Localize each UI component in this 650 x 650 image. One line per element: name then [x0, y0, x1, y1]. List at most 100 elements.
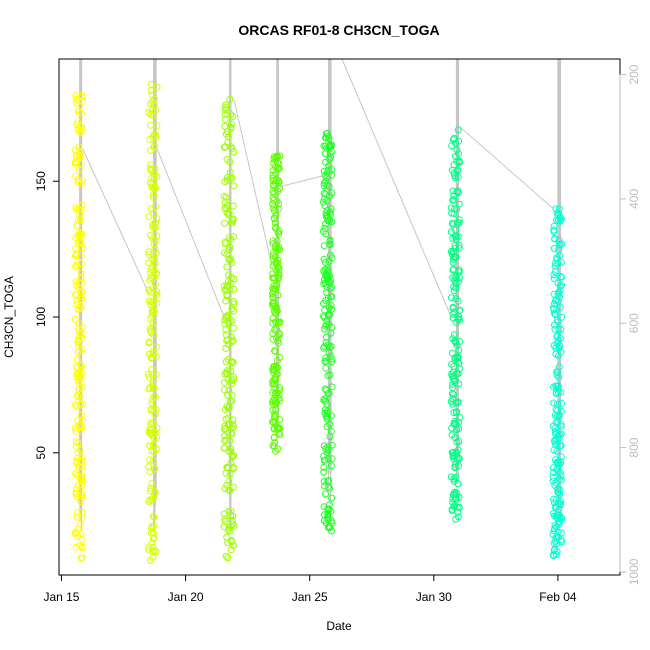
y2-tick-label: 200 — [627, 64, 641, 84]
data-point — [228, 538, 236, 546]
data-point — [326, 352, 334, 360]
data-point — [326, 217, 333, 225]
data-point — [228, 397, 236, 405]
x-axis: Jan 15 Jan 20 Jan 25 Jan 30 Feb 04 — [43, 574, 577, 604]
data-point — [449, 314, 457, 322]
data-point — [320, 517, 328, 524]
data-point — [222, 106, 229, 114]
data-point — [556, 341, 564, 349]
data-point — [270, 153, 278, 161]
data-point — [323, 211, 331, 219]
data-point — [557, 529, 565, 537]
data-point — [71, 160, 79, 168]
data-point — [322, 134, 329, 142]
data-point — [326, 142, 334, 150]
data-point — [450, 372, 458, 380]
data-point — [73, 121, 81, 129]
data-point — [226, 421, 234, 429]
data-point — [454, 357, 462, 365]
data-point — [454, 354, 462, 362]
data-point — [149, 380, 157, 388]
data-point — [448, 247, 455, 255]
data-point — [73, 402, 81, 410]
data-point — [555, 363, 563, 371]
data-point — [557, 388, 565, 396]
data-point — [549, 530, 557, 538]
data-point — [324, 390, 332, 398]
data-point — [226, 243, 234, 251]
data-point — [148, 354, 155, 362]
data-point — [221, 115, 229, 123]
data-point — [272, 389, 280, 397]
data-point — [227, 333, 235, 341]
y2-tick-label: 400 — [627, 189, 641, 209]
data-point — [220, 282, 228, 290]
data-point — [147, 484, 155, 492]
data-point — [328, 293, 336, 301]
data-point — [272, 319, 280, 327]
data-point — [74, 175, 82, 183]
data-point — [555, 240, 563, 248]
data-point — [328, 455, 336, 463]
y2-tick-label: 600 — [627, 313, 641, 333]
data-point — [323, 197, 331, 205]
data-point — [453, 503, 461, 511]
data-point — [323, 144, 331, 152]
data-point — [226, 174, 234, 182]
data-point — [71, 158, 79, 166]
data-point — [271, 219, 279, 227]
data-point — [557, 422, 565, 430]
data-point — [551, 262, 559, 270]
data-point — [452, 473, 460, 481]
data-point — [225, 486, 233, 494]
data-point — [557, 476, 565, 484]
data-point — [79, 176, 87, 184]
data-point — [152, 371, 160, 378]
data-point — [322, 354, 330, 362]
data-point — [76, 211, 84, 219]
data-point — [78, 463, 86, 470]
data-point — [273, 425, 281, 433]
data-point — [150, 174, 158, 182]
data-point — [222, 436, 230, 444]
data-point — [153, 215, 161, 223]
data-point — [550, 552, 558, 560]
data-point — [450, 419, 458, 427]
data-point — [550, 222, 558, 230]
data-point — [220, 523, 228, 531]
data-point — [552, 205, 560, 213]
data-point — [553, 382, 561, 390]
data-point — [78, 92, 85, 99]
data-point — [150, 465, 158, 473]
data-point — [550, 275, 558, 282]
data-point — [322, 333, 330, 341]
data-point — [150, 240, 158, 248]
data-point — [452, 515, 460, 523]
y-tick-label: 50 — [34, 446, 48, 460]
data-point — [328, 383, 336, 391]
data-point — [229, 416, 237, 424]
data-point — [320, 463, 328, 471]
data-point — [553, 512, 561, 520]
data-point — [78, 554, 86, 562]
data-point — [77, 288, 85, 296]
data-point — [73, 509, 81, 517]
data-point — [223, 155, 231, 163]
data-point — [147, 269, 154, 277]
data-point — [322, 357, 330, 365]
data-point — [327, 462, 335, 470]
data-point — [274, 152, 281, 160]
data-point — [557, 472, 565, 480]
y-axis-label: CH3CN_TOGA — [2, 276, 16, 358]
data-point — [151, 255, 159, 263]
data-point — [223, 533, 231, 541]
data-point — [557, 442, 565, 449]
data-point — [72, 530, 79, 538]
data-point — [230, 451, 238, 459]
data-point — [152, 548, 160, 555]
data-point — [269, 442, 277, 450]
data-point — [151, 224, 159, 231]
data-point — [321, 220, 329, 228]
data-point — [72, 427, 80, 435]
data-point — [553, 255, 561, 263]
